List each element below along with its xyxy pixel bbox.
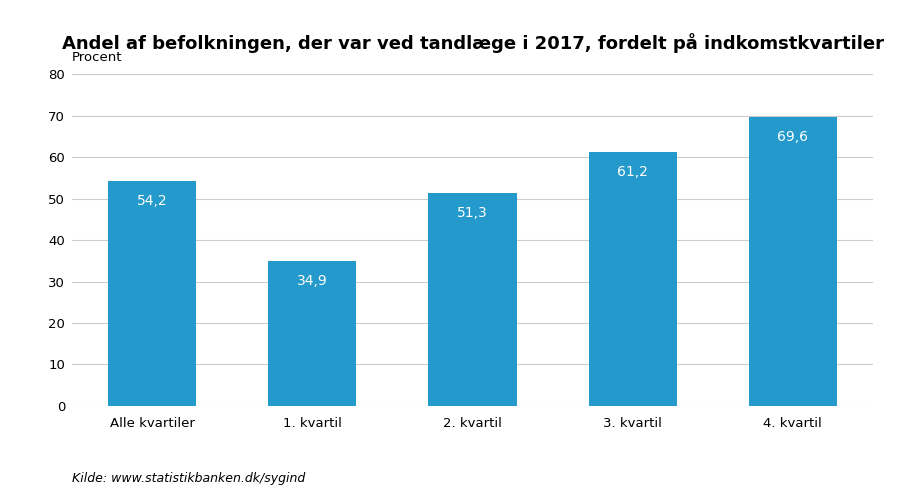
Text: 51,3: 51,3 [457, 205, 488, 220]
Text: Kilde: www.statistikbanken.dk/sygind: Kilde: www.statistikbanken.dk/sygind [72, 472, 305, 485]
Text: Procent: Procent [72, 51, 122, 64]
Bar [749, 117, 837, 406]
Text: 61,2: 61,2 [617, 165, 648, 179]
Bar [589, 152, 677, 406]
Text: 54,2: 54,2 [137, 194, 167, 207]
Text: 69,6: 69,6 [777, 130, 808, 144]
Title: Andel af befolkningen, der var ved tandlæge i 2017, fordelt på indkomstkvartiler: Andel af befolkningen, der var ved tandl… [61, 33, 884, 53]
Bar [108, 181, 196, 406]
Text: 34,9: 34,9 [297, 274, 328, 288]
Bar [428, 193, 517, 406]
Bar [268, 261, 356, 406]
